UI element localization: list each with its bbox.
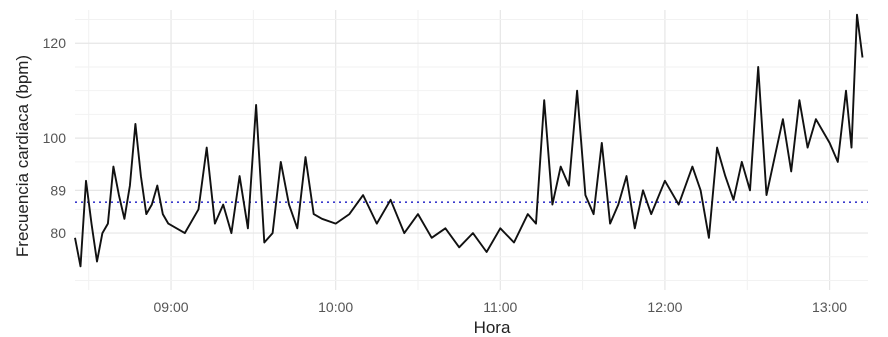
x-axis-title: Hora	[474, 318, 511, 337]
x-tick-label: 12:00	[647, 299, 682, 315]
x-tick-label: 10:00	[318, 299, 353, 315]
y-tick-label: 120	[43, 35, 67, 51]
y-axis-ticks: 80 89 100 120	[43, 35, 67, 241]
y-tick-label: 100	[43, 130, 67, 146]
y-tick-label: 80	[50, 225, 66, 241]
y-axis-title: Frecuencia cardiaca (bpm)	[13, 55, 32, 257]
grid-lines	[75, 10, 868, 290]
heart-rate-series-line	[74, 13, 864, 268]
x-tick-label: 11:00	[483, 299, 517, 315]
x-tick-label: 09:00	[154, 299, 189, 315]
x-axis-ticks: 09:00 10:00 11:00 12:00 13:00	[154, 299, 848, 315]
x-tick-label: 13:00	[812, 299, 847, 315]
y-tick-label: 89	[50, 182, 66, 198]
